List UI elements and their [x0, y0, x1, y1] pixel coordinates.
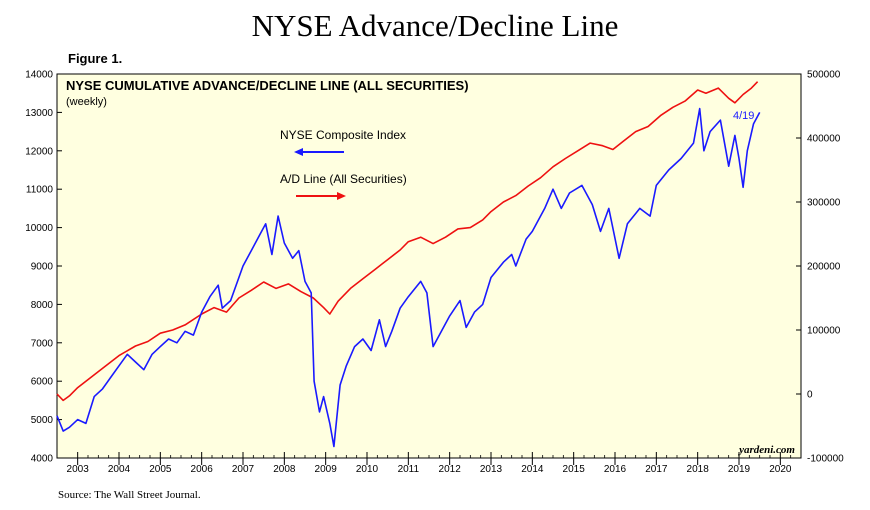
x-tick-label: 2016 — [604, 464, 627, 475]
x-tick-label: 2017 — [645, 464, 668, 475]
x-tick-label: 2011 — [398, 464, 420, 475]
right-tick-label: 300000 — [807, 198, 841, 209]
left-tick-label: 12000 — [25, 146, 53, 157]
axes: 4000 5000 6000 7000 8000 9000 10000 11000 12000 1… — [25, 70, 844, 476]
right-tick-label: 0 — [807, 390, 813, 401]
nyse-composite-series — [56, 107, 761, 448]
right-tick-label: 100000 — [807, 326, 841, 337]
ad-line-series — [56, 81, 759, 402]
x-tick-label: 2019 — [728, 464, 751, 475]
left-tick-label: 10000 — [25, 223, 53, 234]
end-date-label: 4/19 — [733, 110, 754, 122]
right-tick-label: 400000 — [807, 134, 841, 145]
left-tick-label: 5000 — [31, 415, 54, 426]
chart-title: NYSE CUMULATIVE ADVANCE/DECLINE LINE (AL… — [66, 78, 469, 93]
plot-area — [56, 73, 802, 459]
x-tick-label: 2006 — [191, 464, 214, 475]
x-tick-label: 2005 — [149, 464, 172, 475]
x-tick-label: 2014 — [521, 464, 544, 475]
x-tick-label: 2003 — [67, 464, 90, 475]
left-tick-label: 13000 — [25, 108, 53, 119]
x-tick-label: 2015 — [563, 464, 586, 475]
x-tick-label: 2008 — [273, 464, 296, 475]
left-tick-label: 8000 — [31, 300, 54, 311]
right-tick-label: 500000 — [807, 70, 841, 81]
x-tick-label: 2013 — [480, 464, 503, 475]
page-title: NYSE Advance/Decline Line — [251, 8, 619, 43]
left-tick-label: 14000 — [25, 70, 53, 81]
chart-subtitle: (weekly) — [66, 96, 107, 108]
figure-label: Figure 1. — [68, 51, 123, 66]
x-tick-label: 2018 — [687, 464, 710, 475]
series-lines — [56, 81, 761, 448]
x-tick-label: 2009 — [315, 464, 338, 475]
legend-arrow-ad — [296, 192, 346, 200]
left-tick-label: 9000 — [31, 262, 54, 273]
right-tick-label: 200000 — [807, 262, 841, 273]
x-tick-label: 2020 — [769, 464, 792, 475]
legend-arrow-index — [294, 148, 344, 156]
legend-label-index: NYSE Composite Index — [280, 128, 406, 142]
x-tick-label: 2004 — [108, 464, 131, 475]
brand-watermark: yardeni.com — [737, 444, 795, 456]
right-tick-label: -100000 — [807, 454, 844, 465]
x-tick-label: 2010 — [356, 464, 379, 475]
left-tick-label: 4000 — [31, 454, 54, 465]
left-tick-label: 6000 — [31, 377, 54, 388]
x-tick-label: 2012 — [439, 464, 462, 475]
left-tick-label: 7000 — [31, 338, 54, 349]
x-tick-label: 2007 — [232, 464, 255, 475]
legend-label-ad: A/D Line (All Securities) — [280, 172, 407, 186]
left-tick-label: 11000 — [26, 185, 54, 196]
source-note: Source: The Wall Street Journal. — [58, 489, 201, 501]
